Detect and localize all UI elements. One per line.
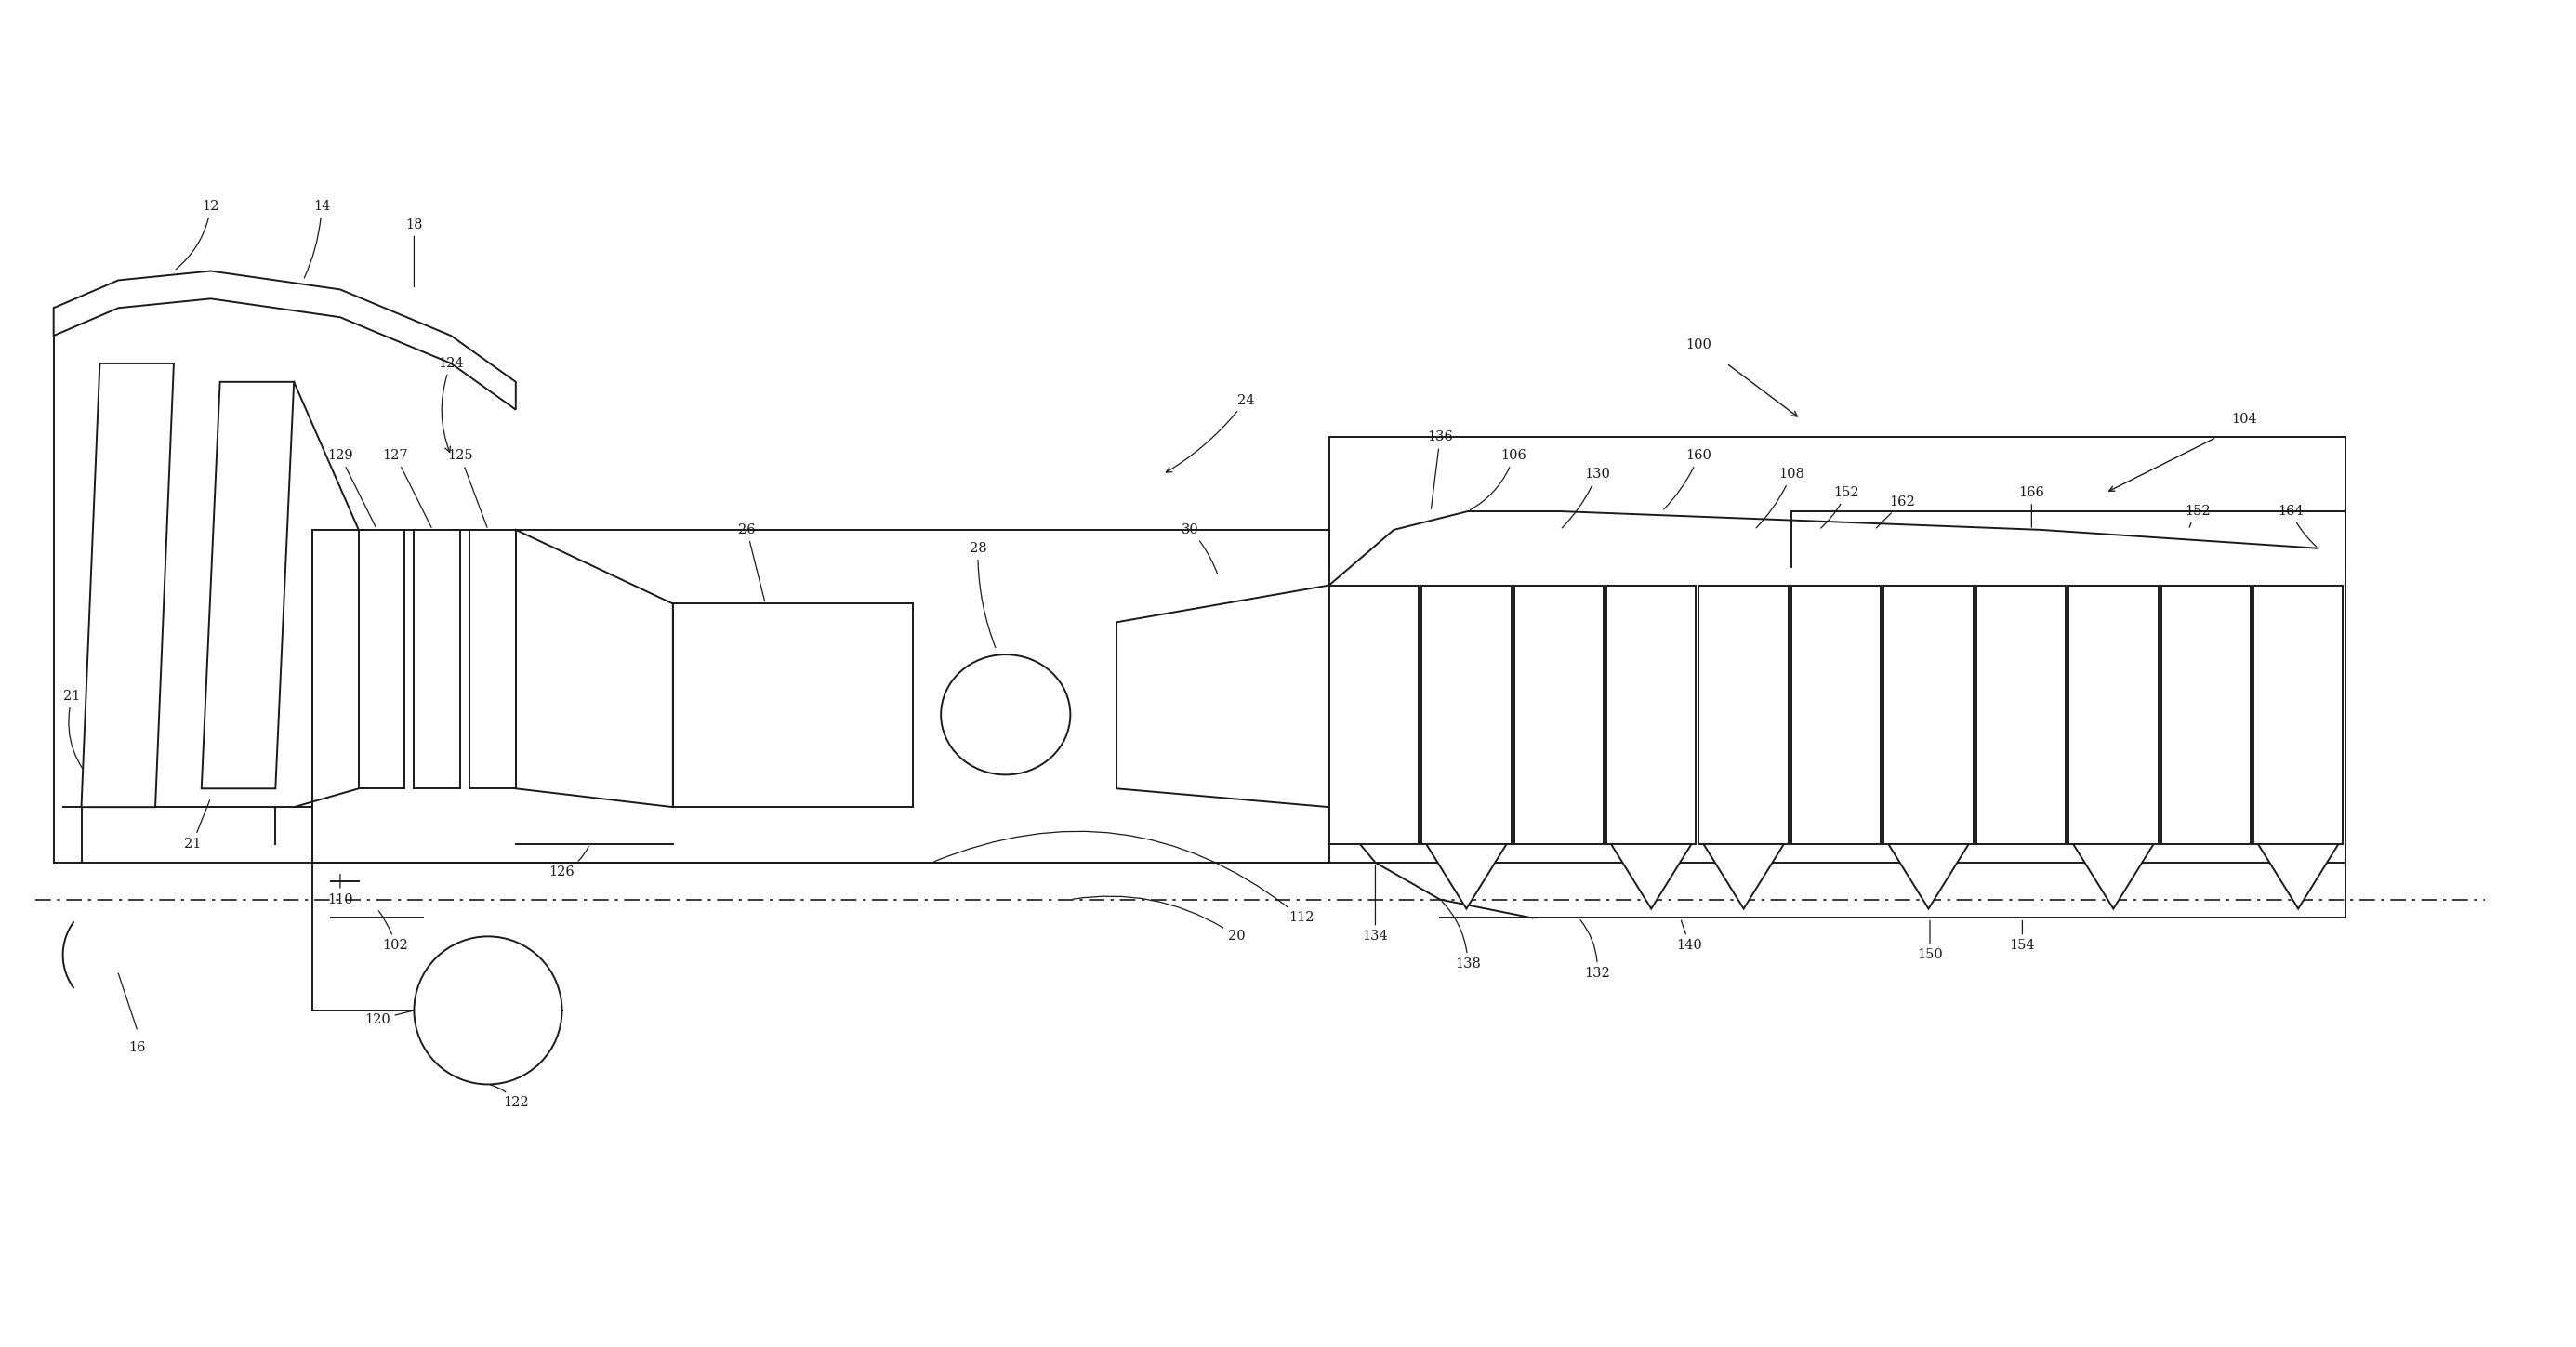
Text: R: R [1922, 698, 1935, 714]
Text: 100: 100 [1685, 338, 1713, 352]
Bar [415, 529, 461, 788]
Text: 130: 130 [1561, 467, 1610, 528]
Text: 16: 16 [129, 1041, 144, 1053]
Text: 138: 138 [1443, 901, 1481, 971]
Text: 19: 19 [240, 541, 255, 555]
Text: 140: 140 [1677, 920, 1703, 952]
Text: 104: 104 [2231, 412, 2257, 426]
Polygon shape [515, 529, 672, 807]
Text: HPC: HPC [775, 699, 809, 713]
Bar [1607, 585, 1695, 845]
Bar [1422, 585, 1512, 845]
Text: 30: 30 [1182, 523, 1218, 574]
Text: 150: 150 [1917, 920, 1942, 962]
Text: 112: 112 [935, 831, 1314, 924]
Text: V: V [2200, 698, 2210, 714]
Bar [2161, 585, 2251, 845]
Text: V: V [1368, 698, 1378, 714]
Text: 120: 120 [363, 1012, 412, 1026]
Bar [1976, 585, 2066, 845]
Ellipse shape [940, 655, 1072, 775]
Text: 26: 26 [739, 523, 765, 601]
Text: R: R [1461, 698, 1471, 714]
Text: R: R [2293, 698, 2303, 714]
Text: R: R [2107, 698, 2120, 714]
Polygon shape [1610, 845, 1692, 909]
Text: G: G [482, 1002, 495, 1018]
Text: 122: 122 [489, 1084, 528, 1110]
Text: 152: 152 [1821, 486, 1860, 528]
Text: V: V [1553, 698, 1564, 714]
Text: 126: 126 [549, 846, 590, 878]
Bar [1883, 585, 1973, 845]
Bar [1515, 585, 1605, 845]
Bar [358, 529, 404, 788]
Text: 108: 108 [1757, 467, 1803, 528]
Circle shape [415, 936, 562, 1084]
Text: 132: 132 [1579, 920, 1610, 979]
Text: 124: 124 [438, 357, 464, 453]
Text: 19: 19 [129, 541, 144, 555]
Polygon shape [1115, 585, 1329, 807]
Bar [2254, 585, 2344, 845]
Text: R: R [1646, 698, 1656, 714]
Text: 154: 154 [2009, 920, 2035, 952]
Text: 162: 162 [1875, 496, 1914, 528]
Bar [312, 529, 1329, 862]
Bar [1329, 585, 1419, 845]
Bar [1790, 585, 1880, 845]
Text: 20: 20 [1072, 896, 1244, 943]
Polygon shape [1703, 845, 1783, 909]
Text: R: R [1739, 698, 1749, 714]
Polygon shape [54, 271, 515, 409]
Text: 12: 12 [175, 199, 219, 269]
Text: COMB.: COMB. [987, 710, 1025, 719]
Polygon shape [201, 383, 294, 788]
Text: 129: 129 [327, 450, 376, 528]
Bar [672, 603, 914, 807]
Text: 164: 164 [2277, 505, 2316, 547]
Text: 14: 14 [304, 199, 330, 277]
Polygon shape [1888, 845, 1968, 909]
Text: 127: 127 [384, 450, 430, 528]
Text: 21: 21 [183, 800, 209, 850]
Polygon shape [82, 364, 173, 807]
Polygon shape [1427, 845, 1507, 909]
Bar [469, 529, 515, 788]
Text: 28: 28 [969, 541, 994, 648]
Text: 160: 160 [1664, 450, 1713, 509]
Text: 106: 106 [1471, 450, 1528, 511]
Bar [2069, 585, 2159, 845]
Text: 125: 125 [448, 450, 487, 528]
Text: V: V [1832, 698, 1842, 714]
Text: 166: 166 [2020, 486, 2045, 527]
Text: 24: 24 [1167, 393, 1255, 473]
Text: HP: HP [1211, 690, 1234, 703]
Bar [1698, 585, 1788, 845]
Polygon shape [2259, 845, 2339, 909]
Text: V: V [2014, 698, 2027, 714]
Text: 110: 110 [327, 874, 353, 907]
Text: 18: 18 [404, 218, 422, 287]
Text: 152: 152 [2184, 505, 2210, 527]
Text: 102: 102 [379, 911, 410, 952]
Text: 136: 136 [1427, 431, 1453, 509]
Polygon shape [2074, 845, 2154, 909]
Text: 21: 21 [64, 690, 98, 787]
Text: 134: 134 [1363, 865, 1388, 943]
